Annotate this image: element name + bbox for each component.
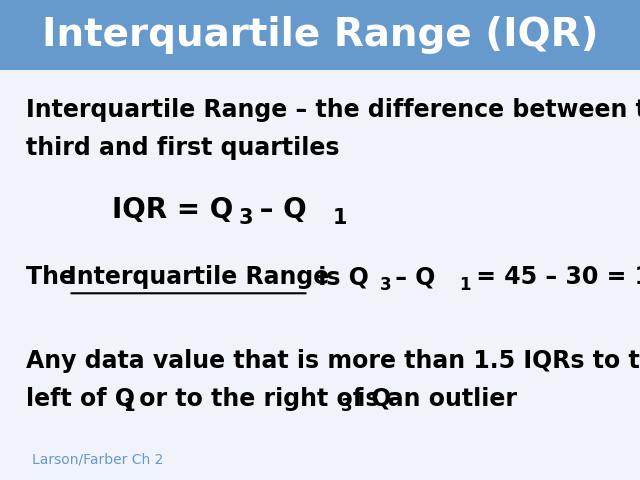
Text: Interquartile Range: Interquartile Range — [68, 265, 330, 289]
Text: The: The — [26, 265, 83, 289]
Text: 3: 3 — [341, 397, 353, 415]
Text: 3: 3 — [239, 208, 253, 228]
Text: left of Q: left of Q — [26, 387, 134, 411]
Text: – Q: – Q — [250, 196, 306, 224]
Text: 3: 3 — [380, 276, 391, 294]
Text: 1: 1 — [460, 276, 471, 294]
Text: or to the right of Q: or to the right of Q — [131, 387, 392, 411]
Text: third and first quartiles: third and first quartiles — [26, 136, 339, 160]
Text: is Q: is Q — [310, 265, 369, 289]
Text: IQR = Q: IQR = Q — [112, 196, 233, 224]
Text: = 45 – 30 = 15: = 45 – 30 = 15 — [468, 265, 640, 289]
Text: is an outlier: is an outlier — [349, 387, 517, 411]
Text: Larson/Farber Ch 2: Larson/Farber Ch 2 — [32, 453, 163, 467]
Text: 1: 1 — [333, 208, 348, 228]
FancyBboxPatch shape — [0, 0, 640, 70]
Text: Interquartile Range – the difference between the: Interquartile Range – the difference bet… — [26, 98, 640, 122]
Text: 1: 1 — [124, 397, 135, 415]
Text: – Q: – Q — [387, 265, 436, 289]
Text: Interquartile Range (IQR): Interquartile Range (IQR) — [42, 16, 598, 54]
Text: Any data value that is more than 1.5 IQRs to the: Any data value that is more than 1.5 IQR… — [26, 349, 640, 373]
